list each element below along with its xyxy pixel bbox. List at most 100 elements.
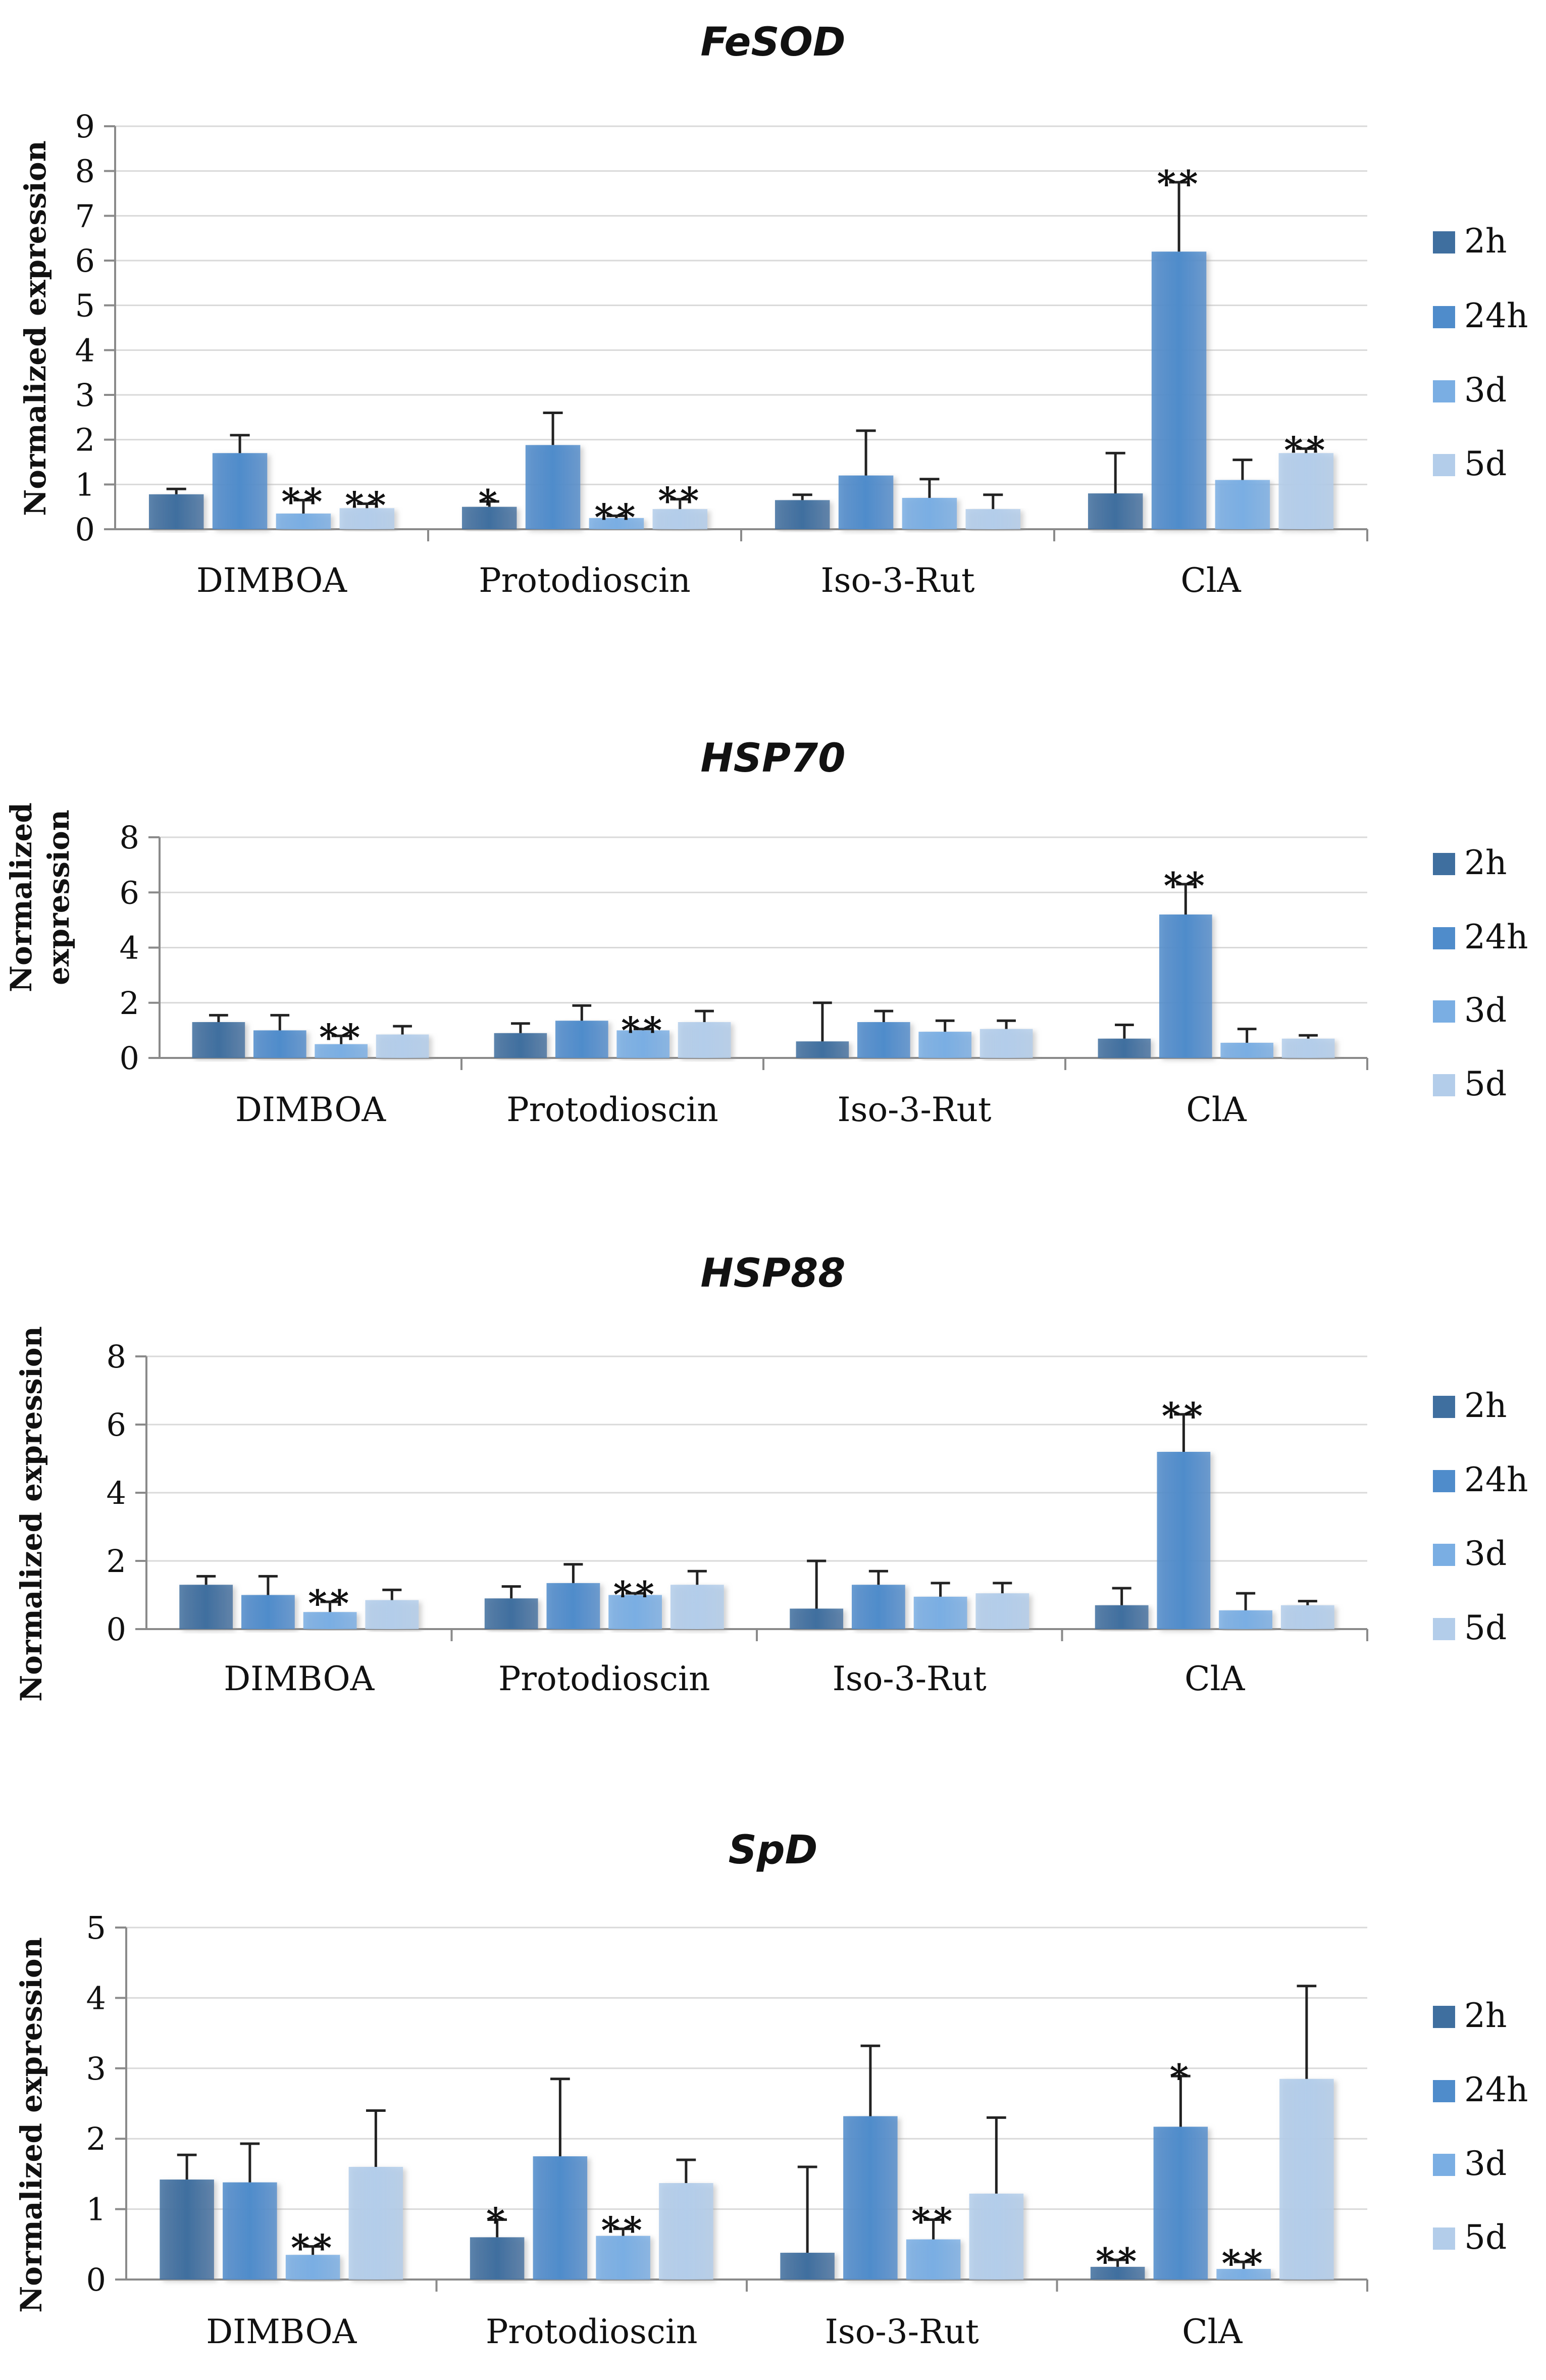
legend-label: 3d [1464,371,1507,410]
legend-label: 24h [1464,1460,1528,1499]
bar-5d [965,509,1021,529]
y-tick-label: 0 [120,1040,139,1077]
bar-24h [1157,1452,1211,1629]
y-tick-label: 2 [107,1543,126,1580]
legend-swatch-3d [1433,380,1455,402]
y-tick-label: 2 [120,985,139,1022]
y-tick-label: 4 [120,930,139,967]
category-label: ClA [1180,561,1242,600]
significance-marker: ** [1221,2242,1265,2285]
significance-marker: ** [1284,428,1328,471]
bar-24h [838,475,894,529]
bar-5d [969,2193,1024,2280]
bar-2h [790,1608,844,1629]
category-label: Protodioscin [498,1659,710,1698]
bar-5d [339,508,395,529]
y-axis-label: Normalized expression [18,140,53,516]
category-label: ClA [1182,2312,1243,2351]
bar-3d [285,2255,340,2280]
legend-swatch-3d [1433,2154,1455,2176]
bar-2h [494,1033,547,1058]
bar-3d [1216,2269,1271,2280]
bar-3d [913,1596,967,1629]
bar-3d [608,1595,662,1629]
legend-label: 5d [1464,444,1507,483]
bar-24h [525,445,581,529]
significance-marker: * [486,2200,508,2243]
significance-marker: ** [1164,864,1208,907]
bar-24h [241,1595,295,1629]
legend-label: 5d [1464,1065,1507,1103]
y-tick-label: 1 [86,2191,106,2228]
category-label: Protodioscin [486,2312,698,2351]
significance-marker: ** [319,1016,363,1058]
bar-5d [365,1600,419,1629]
y-tick-label: 1 [75,466,95,503]
y-tick-label: 8 [75,153,95,190]
bar-5d [1278,453,1334,529]
bar-2h [1090,2266,1145,2280]
legend-swatch-2h [1433,231,1455,254]
y-axis-label: Normalized expression [4,802,76,992]
bar-5d [1280,1605,1334,1629]
significance-marker: ** [621,1009,665,1052]
legend-swatch-2h [1433,853,1455,875]
significance-marker: ** [1162,1394,1206,1437]
category-label: Protodioscin [506,1090,718,1129]
y-tick-label: 8 [120,819,139,856]
y-tick-label: 7 [75,197,95,234]
category-label: Iso-3-Rut [821,561,975,600]
significance-marker: ** [291,2226,335,2269]
y-tick-label: 9 [75,108,95,145]
significance-marker: ** [281,480,325,523]
bar-3d [1220,1042,1274,1058]
bar-2h [775,500,830,529]
legend-swatch-3d [1433,1000,1455,1023]
chart-title: HSP70 [700,736,845,781]
y-tick-label: 0 [75,511,95,548]
chart-hsp88: HSP88 0 2 4 6 8 Normalized expression DIMBOA ** P… [14,1251,1528,1702]
legend-label: 24h [1464,296,1528,335]
legend-swatch-5d [1433,1618,1455,1640]
bar-2h [796,1041,849,1058]
category-label: Iso-3-Rut [833,1659,987,1698]
legend-label: 3d [1464,991,1507,1030]
y-tick-label: 4 [86,1980,106,2016]
bar-2h [461,507,517,529]
significance-marker: ** [601,2209,645,2252]
bar-5d [975,1593,1029,1629]
bar-5d [678,1022,731,1058]
bar-2h [160,2180,214,2280]
legend-swatch-2h [1433,2006,1455,2028]
significance-marker: ** [308,1582,352,1625]
bar-2h [1088,493,1143,529]
y-tick-label: 6 [75,242,95,279]
bar-2h [179,1585,233,1629]
bar-3d [902,497,957,529]
bar-3d [616,1030,670,1058]
legend-swatch-5d [1433,454,1455,476]
bar-2h [780,2253,835,2280]
legend-swatch-5d [1433,2227,1455,2250]
bar-2h [148,494,204,529]
bar-5d [670,1585,724,1629]
bar-24h [253,1030,306,1058]
bar-24h [223,2182,277,2280]
legend-swatch-24h [1433,306,1455,328]
significance-marker: ** [1096,2240,1140,2283]
bar-3d [918,1032,972,1058]
y-axis-label: Normalized expression [14,1937,48,2313]
category-label: Iso-3-Rut [825,2312,979,2351]
chart-hsp70: HSP70 0 2 4 6 8 Normalized expression DIMBOA ** Pr… [4,736,1528,1129]
bar-24h [1153,2126,1208,2280]
y-tick-label: 5 [86,1909,106,1946]
y-tick-label: 5 [75,287,95,324]
significance-marker: ** [1157,162,1201,205]
bar-24h [1159,914,1212,1058]
bar-2h [470,2237,525,2280]
legend-label: 3d [1464,2144,1507,2183]
legend-label: 3d [1464,1534,1507,1573]
y-tick-label: 2 [75,422,95,459]
bar-3d [276,513,331,529]
